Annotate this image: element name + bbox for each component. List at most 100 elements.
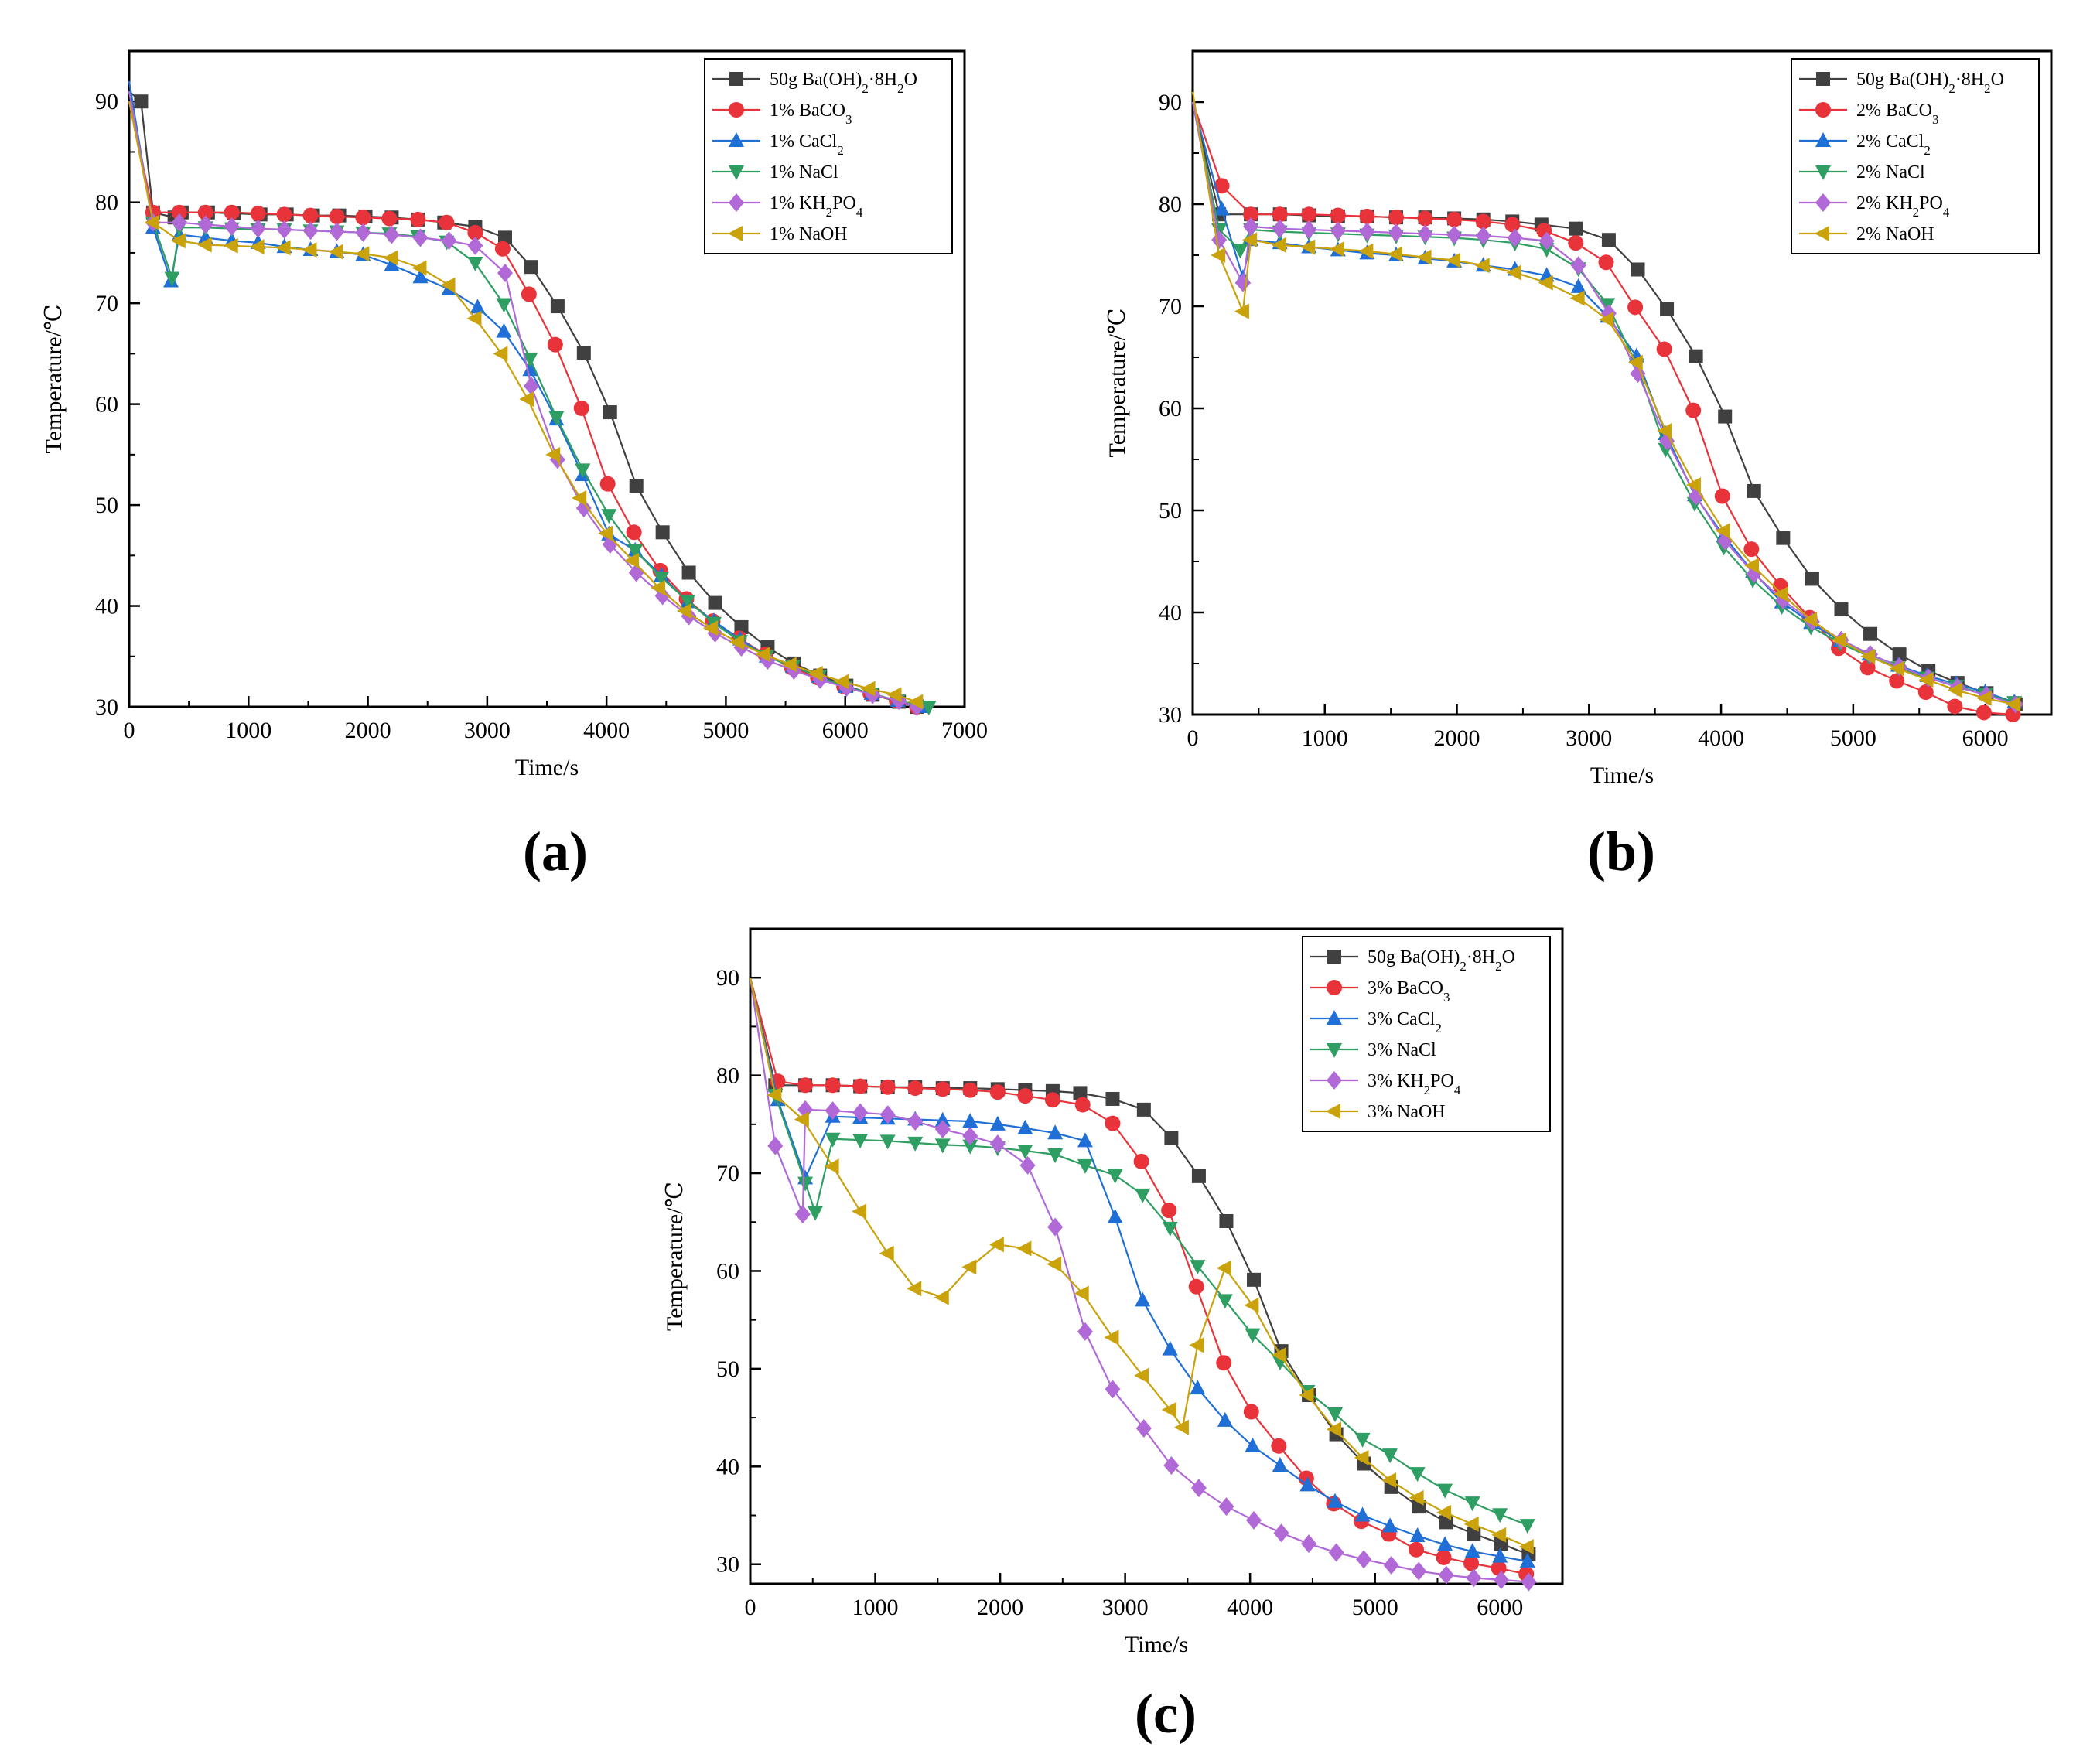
data-point	[1600, 298, 1616, 313]
data-point	[852, 1103, 869, 1122]
data-point	[808, 665, 823, 681]
data-point	[1463, 1555, 1480, 1571]
series-c-1	[749, 977, 1535, 1582]
data-point	[572, 490, 587, 506]
x-tick-label: 2000	[345, 718, 391, 743]
data-point	[1271, 237, 1286, 253]
data-point	[550, 299, 565, 314]
data-point	[1805, 572, 1819, 586]
data-point	[1409, 1467, 1426, 1483]
data-point	[852, 1203, 867, 1220]
data-point	[1409, 1541, 1424, 1558]
data-point	[680, 595, 696, 610]
legend-label: 2% KH2PO4	[1856, 193, 1950, 220]
data-point	[1356, 1550, 1372, 1569]
data-point	[1135, 1291, 1151, 1307]
data-point	[1271, 1438, 1287, 1454]
series-layer-c	[749, 977, 1537, 1592]
data-point	[797, 1100, 814, 1119]
y-tick-label: 30	[95, 694, 118, 720]
data-point	[1409, 1489, 1424, 1506]
data-point	[1570, 256, 1586, 275]
data-point	[1216, 1260, 1231, 1276]
data-point	[496, 322, 512, 338]
data-point	[1017, 1119, 1033, 1134]
legend-label: 50g Ba(OH)2·8H2O	[1368, 947, 1515, 974]
data-point	[1244, 1297, 1259, 1313]
data-point	[1074, 1097, 1091, 1113]
y-tick-label: 70	[1159, 294, 1182, 319]
data-point	[767, 1087, 782, 1103]
data-point	[466, 310, 482, 326]
legend-label: 1% NaCl	[770, 162, 838, 183]
legend-label: 2% CaCl2	[1856, 131, 1931, 158]
data-point	[440, 277, 456, 293]
data-point	[134, 94, 149, 109]
data-point	[1492, 1508, 1508, 1523]
y-tick-label: 30	[716, 1552, 739, 1578]
data-point	[1327, 1407, 1343, 1423]
legend-label: 1% CaCl2	[770, 131, 844, 158]
x-tick-label: 4000	[1227, 1595, 1273, 1620]
data-point	[1446, 252, 1461, 268]
data-point	[276, 206, 292, 223]
data-point	[1327, 1493, 1343, 1508]
legend-c: 50g Ba(OH)2·8H2O 3% BaCO3 3% CaCl2 3% NaCl 3…	[1302, 936, 1551, 1132]
data-point	[1107, 1169, 1123, 1184]
data-point	[681, 565, 696, 580]
x-tick-label: 2000	[1434, 725, 1480, 751]
data-point	[1744, 558, 1760, 574]
legend-swatch-marker	[1815, 132, 1831, 147]
data-point	[1892, 647, 1907, 662]
data-point	[1243, 1404, 1259, 1420]
chart-c-svg: 0 1000 2000 3000 4000 5000 6000 30 40 50 60 70 80 90 T…	[662, 927, 1564, 1657]
y-tick-label: 90	[716, 965, 739, 991]
data-point	[879, 1079, 896, 1095]
data-point	[1631, 262, 1645, 277]
data-point	[1272, 206, 1288, 223]
data-point	[794, 1205, 811, 1224]
legend-swatch-marker	[729, 102, 744, 118]
data-point	[1243, 217, 1259, 237]
data-point	[1685, 402, 1702, 418]
data-point	[1773, 586, 1788, 602]
chart-panel-c: 0 1000 2000 3000 4000 5000 6000 30 40 50 60 70 80 90 T…	[650, 909, 1609, 1670]
data-point	[171, 204, 187, 220]
data-point	[1354, 1506, 1371, 1522]
data-point	[1327, 1421, 1341, 1438]
data-point	[1438, 1565, 1454, 1585]
data-point	[1947, 698, 1963, 715]
legend-box	[704, 58, 953, 254]
legend-label: 1% NaOH	[770, 224, 848, 244]
data-point	[547, 336, 563, 353]
legend-swatch-marker	[1816, 72, 1830, 86]
data-point	[1019, 1155, 1036, 1175]
data-point	[1047, 1256, 1062, 1272]
data-point	[824, 1158, 839, 1175]
data-point	[1464, 1543, 1480, 1558]
data-point	[1446, 211, 1463, 227]
data-point	[1491, 1527, 1507, 1543]
data-point	[302, 242, 317, 258]
data-point	[1217, 1294, 1233, 1309]
legend-swatch-marker	[1327, 1071, 1342, 1090]
data-point	[1073, 1086, 1088, 1100]
data-point	[1436, 1504, 1452, 1520]
data-point	[702, 620, 718, 636]
x-tick-label: 1000	[1302, 725, 1348, 751]
data-point	[439, 214, 455, 230]
data-point	[1746, 564, 1762, 583]
data-point	[1802, 612, 1818, 628]
data-point	[1161, 1203, 1177, 1219]
data-point	[1077, 1158, 1093, 1174]
data-point	[1354, 1432, 1371, 1448]
y-tick-label: 70	[95, 291, 118, 316]
data-point	[1358, 243, 1374, 259]
x-tick-label: 5000	[1352, 1595, 1398, 1620]
data-point	[1538, 231, 1555, 251]
x-tick-label: 3000	[464, 718, 511, 743]
data-point	[493, 346, 508, 362]
x-tick-label: 3000	[1566, 725, 1612, 751]
x-tick-label: 3000	[1102, 1595, 1149, 1620]
